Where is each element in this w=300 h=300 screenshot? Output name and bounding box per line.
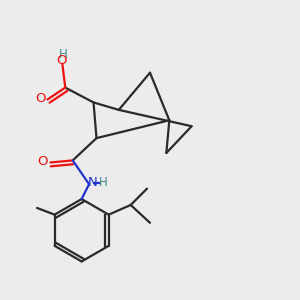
Text: H: H — [99, 176, 108, 189]
Text: O: O — [35, 92, 45, 105]
Text: O: O — [38, 155, 48, 168]
Text: N: N — [88, 176, 98, 189]
Text: H: H — [59, 48, 68, 61]
Text: O: O — [56, 54, 66, 67]
